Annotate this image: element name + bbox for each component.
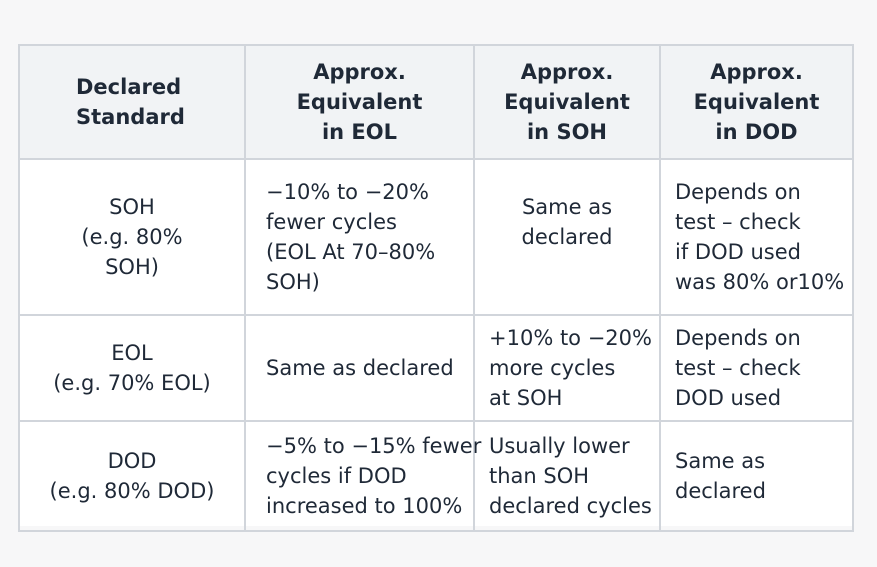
cell-standard-soh: SOH (e.g. 80% SOH): [18, 158, 246, 316]
table-row-dod: DOD (e.g. 80% DOD) −5% to −15% fewer cyc…: [18, 420, 854, 532]
cell-dod-soh: Usually lower than SOH declared cycles: [473, 420, 661, 532]
cell-standard-eol: EOL (e.g. 70% EOL): [18, 314, 246, 422]
header-row: Declared Standard Approx. Equivalent in …: [18, 44, 854, 160]
header-soh: Approx. Equivalent in SOH: [473, 44, 661, 160]
header-dod: Approx. Equivalent in DOD: [659, 44, 854, 160]
cell-eol-eol: Same as declared: [244, 314, 475, 422]
cell-eol-dod: Depends on test – check DOD used: [659, 314, 854, 422]
cell-dod-dod: Same as declared: [659, 420, 854, 532]
cell-eol-soh: +10% to −20% more cycles at SOH: [473, 314, 661, 422]
table-row-soh: SOH (e.g. 80% SOH) −10% to −20% fewer cy…: [18, 158, 854, 316]
cell-soh-eol: −10% to −20% fewer cycles (EOL At 70–80%…: [244, 158, 475, 316]
cell-dod-eol: −5% to −15% fewer cycles if DOD increase…: [244, 420, 481, 532]
table-row-eol: EOL (e.g. 70% EOL) Same as declared +10%…: [18, 314, 854, 422]
cell-soh-soh: Same as declared: [473, 158, 661, 316]
cell-standard-dod: DOD (e.g. 80% DOD): [18, 420, 246, 532]
header-eol: Approx. Equivalent in EOL: [244, 44, 475, 160]
header-declared-standard: Declared Standard: [18, 44, 246, 160]
comparison-table-container: Declared Standard Approx. Equivalent in …: [18, 44, 854, 532]
cell-soh-dod: Depends on test – check if DOD used was …: [659, 158, 854, 316]
comparison-table: Declared Standard Approx. Equivalent in …: [18, 44, 854, 532]
